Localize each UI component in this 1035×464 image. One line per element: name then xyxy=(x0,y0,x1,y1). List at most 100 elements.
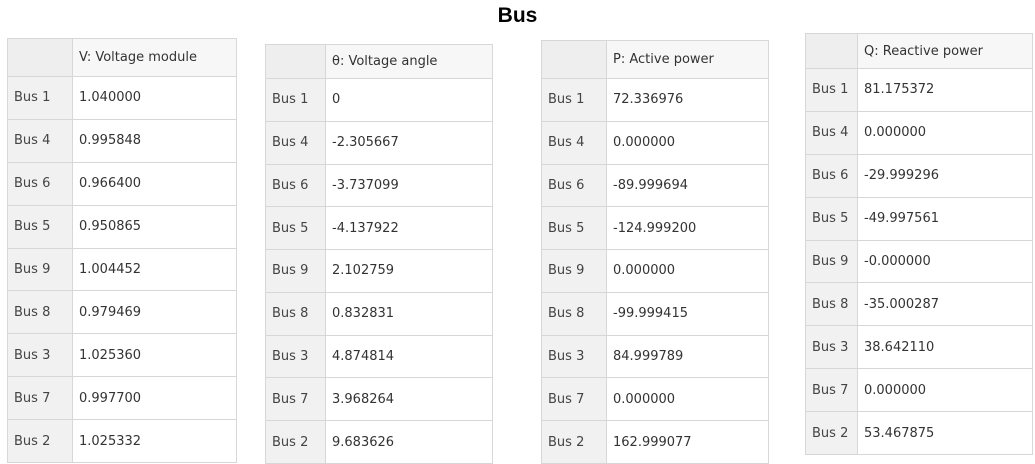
table-row[interactable]: Bus 9 0.000000 xyxy=(541,249,769,293)
value-cell[interactable]: -4.137922 xyxy=(325,206,493,251)
table-row[interactable]: Bus 2 1.025332 xyxy=(7,419,237,463)
value-cell[interactable]: -3.737099 xyxy=(325,163,493,208)
table-row[interactable]: Bus 5 0.950865 xyxy=(7,204,237,249)
value-cell[interactable]: 72.336976 xyxy=(606,78,769,122)
table-row[interactable]: Bus 9 2.102759 xyxy=(265,249,493,293)
row-header[interactable]: Bus 7 xyxy=(541,377,607,422)
value-cell[interactable]: 0.979469 xyxy=(72,290,237,335)
row-header[interactable]: Bus 3 xyxy=(805,325,858,370)
table-row[interactable]: Bus 6 -29.999296 xyxy=(805,153,1033,198)
value-cell[interactable]: 0.950865 xyxy=(72,204,237,249)
column-header[interactable]: P: Active power xyxy=(606,40,769,79)
table-row[interactable]: Bus 7 0.000000 xyxy=(805,368,1033,412)
value-cell[interactable]: 84.999789 xyxy=(606,334,769,379)
row-header[interactable]: Bus 6 xyxy=(265,163,326,208)
value-cell[interactable]: 0.997700 xyxy=(72,376,237,420)
row-header[interactable]: Bus 1 xyxy=(541,78,607,122)
table-row[interactable]: Bus 8 -99.999415 xyxy=(541,291,769,336)
value-cell[interactable]: 53.467875 xyxy=(857,411,1033,455)
row-header[interactable]: Bus 1 xyxy=(805,68,858,112)
value-cell[interactable]: 0.000000 xyxy=(857,110,1033,155)
column-header[interactable]: θ: Voltage angle xyxy=(325,44,493,79)
table-row[interactable]: Bus 3 84.999789 xyxy=(541,334,769,379)
row-header[interactable]: Bus 3 xyxy=(7,333,73,378)
table-row[interactable]: Bus 7 0.000000 xyxy=(541,377,769,422)
value-cell[interactable]: -35.000287 xyxy=(857,282,1033,327)
table-row[interactable]: Bus 4 -2.305667 xyxy=(265,120,493,165)
table-row[interactable]: Bus 5 -49.997561 xyxy=(805,196,1033,241)
row-header[interactable]: Bus 5 xyxy=(7,204,73,249)
value-cell[interactable]: -29.999296 xyxy=(857,153,1033,198)
row-header[interactable]: Bus 3 xyxy=(265,334,326,379)
table-row[interactable]: Bus 3 38.642110 xyxy=(805,325,1033,370)
table-row[interactable]: Bus 6 0.966400 xyxy=(7,161,237,206)
value-cell[interactable]: -0.000000 xyxy=(857,239,1033,284)
value-cell[interactable]: 38.642110 xyxy=(857,325,1033,370)
value-cell[interactable]: 1.025332 xyxy=(72,419,237,463)
value-cell[interactable]: 162.999077 xyxy=(606,420,769,464)
value-cell[interactable]: 0.966400 xyxy=(72,161,237,206)
row-header[interactable]: Bus 4 xyxy=(7,118,73,163)
table-row[interactable]: Bus 4 0.000000 xyxy=(541,120,769,165)
table-row[interactable]: Bus 5 -124.999200 xyxy=(541,206,769,251)
row-header[interactable]: Bus 9 xyxy=(541,249,607,293)
table-row[interactable]: Bus 3 4.874814 xyxy=(265,334,493,379)
table-row[interactable]: Bus 2 9.683626 xyxy=(265,420,493,464)
row-header[interactable]: Bus 1 xyxy=(7,76,73,120)
row-header[interactable]: Bus 2 xyxy=(541,420,607,464)
value-cell[interactable]: 0 xyxy=(325,78,493,122)
value-cell[interactable]: 0.995848 xyxy=(72,118,237,163)
value-cell[interactable]: 1.040000 xyxy=(72,76,237,120)
row-header[interactable]: Bus 9 xyxy=(7,247,73,292)
table-row[interactable]: Bus 4 0.000000 xyxy=(805,110,1033,155)
row-header[interactable]: Bus 4 xyxy=(265,120,326,165)
table-row[interactable]: Bus 7 3.968264 xyxy=(265,377,493,422)
value-cell[interactable]: 0.000000 xyxy=(606,249,769,293)
row-header[interactable]: Bus 2 xyxy=(805,411,858,455)
table-row[interactable]: Bus 6 -3.737099 xyxy=(265,163,493,208)
row-header[interactable]: Bus 8 xyxy=(541,291,607,336)
value-cell[interactable]: 1.004452 xyxy=(72,247,237,292)
row-header[interactable]: Bus 5 xyxy=(805,196,858,241)
value-cell[interactable]: -99.999415 xyxy=(606,291,769,336)
table-row[interactable]: Bus 9 -0.000000 xyxy=(805,239,1033,284)
value-cell[interactable]: 1.025360 xyxy=(72,333,237,378)
row-header[interactable]: Bus 6 xyxy=(541,163,607,208)
row-header[interactable]: Bus 4 xyxy=(805,110,858,155)
value-cell[interactable]: 3.968264 xyxy=(325,377,493,422)
row-header[interactable]: Bus 3 xyxy=(541,334,607,379)
value-cell[interactable]: 2.102759 xyxy=(325,249,493,293)
table-row[interactable]: Bus 4 0.995848 xyxy=(7,118,237,163)
row-header[interactable]: Bus 8 xyxy=(7,290,73,335)
row-header[interactable]: Bus 6 xyxy=(805,153,858,198)
table-row[interactable]: Bus 2 53.467875 xyxy=(805,411,1033,455)
value-cell[interactable]: 4.874814 xyxy=(325,334,493,379)
table-row[interactable]: Bus 1 72.336976 xyxy=(541,78,769,122)
table-row[interactable]: Bus 2 162.999077 xyxy=(541,420,769,464)
value-cell[interactable]: -89.999694 xyxy=(606,163,769,208)
table-row[interactable]: Bus 9 1.004452 xyxy=(7,247,237,292)
table-row[interactable]: Bus 3 1.025360 xyxy=(7,333,237,378)
table-row[interactable]: Bus 8 0.979469 xyxy=(7,290,237,335)
value-cell[interactable]: -2.305667 xyxy=(325,120,493,165)
value-cell[interactable]: -124.999200 xyxy=(606,206,769,251)
table-row[interactable]: Bus 1 1.040000 xyxy=(7,76,237,120)
row-header[interactable]: Bus 4 xyxy=(541,120,607,165)
value-cell[interactable]: 81.175372 xyxy=(857,68,1033,112)
row-header[interactable]: Bus 5 xyxy=(265,206,326,251)
table-row[interactable]: Bus 8 -35.000287 xyxy=(805,282,1033,327)
value-cell[interactable]: 0.000000 xyxy=(857,368,1033,412)
row-header[interactable]: Bus 2 xyxy=(7,419,73,463)
table-row[interactable]: Bus 8 0.832831 xyxy=(265,291,493,336)
column-header[interactable]: Q: Reactive power xyxy=(857,33,1033,69)
value-cell[interactable]: 0.000000 xyxy=(606,377,769,422)
row-header[interactable]: Bus 9 xyxy=(265,249,326,293)
row-header[interactable]: Bus 8 xyxy=(265,291,326,336)
row-header[interactable]: Bus 9 xyxy=(805,239,858,284)
row-header[interactable]: Bus 7 xyxy=(7,376,73,420)
table-row[interactable]: Bus 5 -4.137922 xyxy=(265,206,493,251)
table-row[interactable]: Bus 1 81.175372 xyxy=(805,68,1033,112)
value-cell[interactable]: 0.832831 xyxy=(325,291,493,336)
row-header[interactable]: Bus 6 xyxy=(7,161,73,206)
